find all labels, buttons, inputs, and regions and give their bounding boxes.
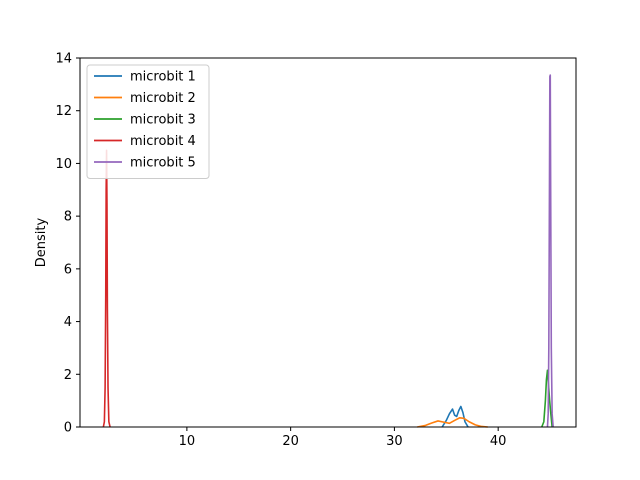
x-axis: 10 20 30 40 <box>179 427 507 449</box>
y-tick-label: 12 <box>55 104 72 119</box>
y-axis: 0 2 4 6 8 10 12 14 <box>55 52 80 436</box>
x-tick-label: 40 <box>490 434 507 449</box>
x-tick-label: 30 <box>386 434 403 449</box>
legend-label: microbit 2 <box>130 91 196 106</box>
series-line-5 <box>546 74 554 428</box>
plot-frame <box>79 57 577 428</box>
y-axis-label: Density <box>34 217 49 267</box>
series-line-1 <box>441 405 469 428</box>
x-tick-label: 20 <box>282 434 299 449</box>
y-tick-label: 4 <box>64 315 72 330</box>
legend: microbit 1 microbit 2 microbit 3 microbit 4… <box>86 64 210 179</box>
y-tick-label: 2 <box>64 368 72 383</box>
legend-label: microbit 4 <box>130 134 196 149</box>
legend-label: microbit 3 <box>130 113 196 128</box>
y-tick-label: 10 <box>55 157 72 172</box>
y-tick-label: 6 <box>64 262 72 277</box>
legend-box <box>86 64 210 179</box>
series-line-4 <box>102 149 111 428</box>
series-line-2 <box>417 416 488 428</box>
legend-label: microbit 5 <box>130 156 196 171</box>
y-tick-label: 0 <box>64 421 72 436</box>
series-line-3 <box>541 369 553 428</box>
legend-label: microbit 1 <box>130 70 196 85</box>
x-tick-label: 10 <box>179 434 196 449</box>
y-tick-label: 14 <box>55 52 72 67</box>
y-tick-label: 8 <box>64 210 72 225</box>
